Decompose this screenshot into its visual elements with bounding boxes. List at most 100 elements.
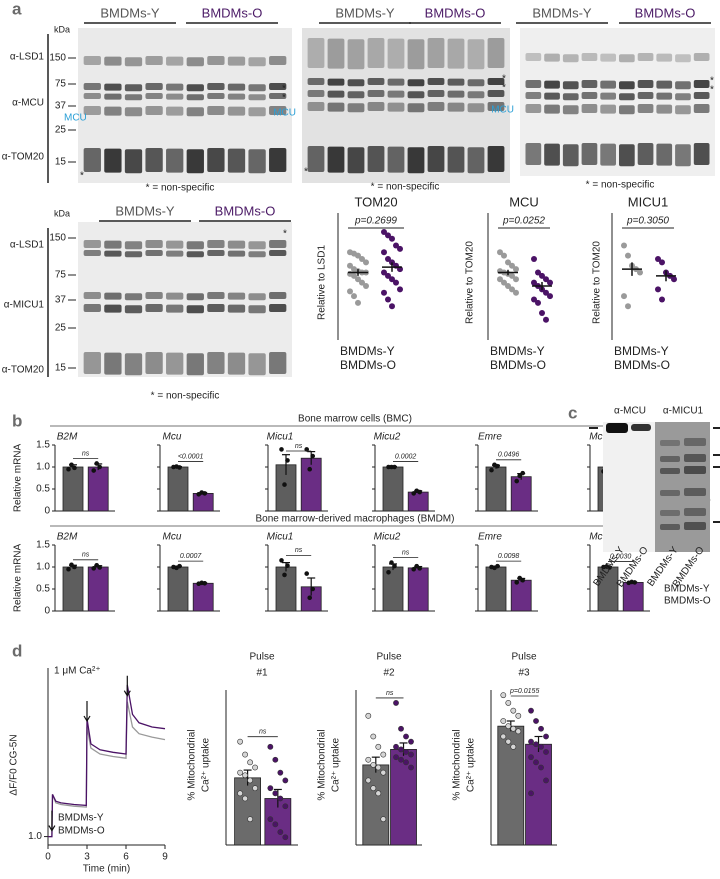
data-point: [351, 272, 357, 279]
p-value: p=0.0252: [502, 216, 545, 227]
data-point: [520, 577, 526, 583]
blot-band: [186, 251, 204, 258]
data-point: [500, 692, 507, 699]
blot-band: [600, 92, 617, 100]
antibody-label: α-LSD1: [10, 52, 45, 63]
blot-band: [660, 524, 680, 530]
data-point: [247, 777, 253, 784]
data-point: [282, 803, 289, 810]
blot-band: [186, 305, 204, 314]
blot-band: [660, 456, 680, 462]
y-axis-label: Relative mRNA: [13, 444, 24, 513]
blot-band: [675, 81, 691, 90]
data-point: [514, 580, 520, 585]
y-axis-label: % Mitochondrial: [317, 729, 328, 800]
data-point: [247, 816, 253, 823]
data-point: [307, 595, 313, 601]
data-point: [637, 269, 643, 276]
data-point: [347, 262, 353, 269]
data-point: [310, 586, 316, 592]
data-point: [381, 229, 387, 235]
data-point: [528, 707, 534, 714]
blot-band: [367, 78, 385, 85]
blot-band: [347, 79, 365, 87]
blot-band: [487, 78, 505, 85]
data-point: [393, 743, 399, 750]
data-point: [408, 751, 414, 758]
legend-label: BMDMs-Y: [490, 344, 545, 358]
blot-band: [525, 104, 542, 113]
row-title: Bone marrow-derived macrophages (BMDM): [256, 514, 455, 525]
row-title: Bone marrow cells (BMC): [298, 414, 412, 425]
blot-band: [166, 148, 184, 173]
blot-band: [447, 78, 465, 86]
blot-band: [145, 106, 163, 115]
panel-label: a: [12, 0, 22, 18]
blot-band: [675, 93, 691, 101]
plot-title: #3: [518, 668, 530, 679]
nonspecific-star: *: [502, 83, 506, 94]
data-point: [375, 764, 382, 771]
blot-band: [186, 241, 204, 250]
annotation: 1 μM Ca²⁺: [54, 666, 101, 677]
blot-band: [104, 106, 122, 116]
blot-band: [83, 250, 101, 256]
data-point: [370, 785, 377, 792]
data-point: [389, 276, 395, 283]
blot-band: [207, 93, 225, 99]
plot-title: #2: [383, 668, 395, 679]
blot-band: [269, 352, 287, 374]
data-point: [277, 769, 284, 776]
blot-band: [83, 352, 101, 374]
blot-band: [487, 90, 505, 97]
bar: [192, 582, 214, 612]
blot-band: [656, 143, 673, 166]
blot-band: [581, 104, 598, 113]
data-point: [381, 249, 387, 256]
trace-line: [48, 684, 166, 838]
antibody-label: α-MCU: [12, 98, 44, 109]
blot-band: [83, 56, 101, 65]
data-point: [513, 289, 519, 296]
blot-band: [124, 107, 143, 117]
group-header: BMDMs-Y: [532, 5, 592, 20]
blot-band: [327, 102, 345, 112]
y-tick-label: 0.5: [36, 584, 50, 595]
blot-band: [227, 93, 246, 100]
blot-band: [145, 148, 163, 172]
data-point: [411, 566, 417, 572]
data-point: [417, 566, 423, 571]
blot-band: [347, 147, 365, 174]
y-tick-label: 1.0: [28, 831, 42, 842]
blot-band: [124, 251, 143, 258]
blot-band: [104, 304, 122, 313]
blot-band: [186, 293, 204, 301]
blot-band: [145, 304, 163, 312]
y-axis-label: Relative to LSD1: [317, 245, 328, 320]
blot-band: [104, 83, 122, 91]
p-value: ns: [295, 443, 303, 450]
blot-band: [248, 107, 266, 117]
blot-band: [618, 54, 635, 63]
data-point: [543, 777, 549, 784]
data-point: [365, 712, 372, 719]
y-tick-label: 0: [44, 606, 50, 617]
data-point: [517, 575, 523, 581]
data-point: [497, 276, 503, 283]
blot-band: [427, 102, 445, 111]
blot-band: [124, 353, 143, 376]
bar: [192, 492, 214, 512]
blot-band: [467, 91, 485, 99]
data-point: [247, 759, 253, 766]
blot-band: [684, 508, 706, 516]
bar: [485, 566, 507, 612]
blot-band: [387, 38, 405, 69]
blot-band: [693, 104, 710, 113]
data-point: [414, 563, 420, 569]
data-point: [547, 293, 553, 300]
data-point: [539, 272, 545, 279]
blot-band: [427, 38, 445, 68]
blot-band: [656, 53, 673, 62]
data-point: [408, 764, 414, 771]
data-point: [97, 565, 102, 570]
